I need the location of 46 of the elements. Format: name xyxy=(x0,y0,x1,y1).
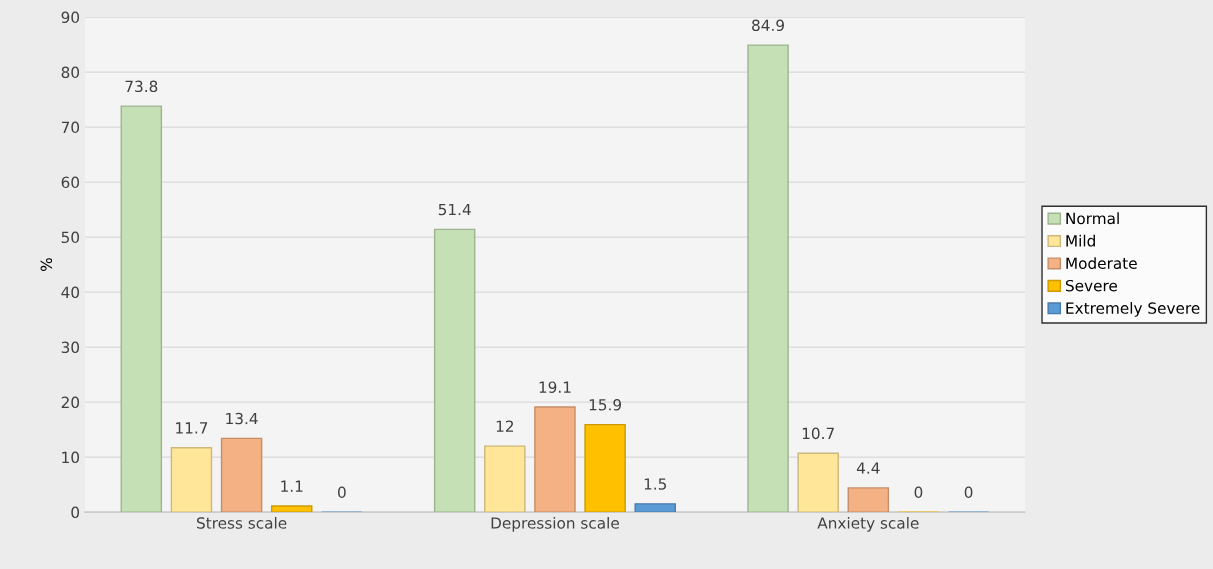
x-tick-label: Stress scale xyxy=(197,516,287,529)
data-label: 10.7 xyxy=(802,427,834,440)
y-tick-label: 50 xyxy=(61,231,80,244)
legend-label: Mild xyxy=(1066,234,1095,247)
y-tick-label: 20 xyxy=(61,396,80,409)
legend-label: Extremely Severe xyxy=(1066,302,1200,317)
data-label: 1.1 xyxy=(281,480,303,492)
data-label: 0 xyxy=(338,486,346,499)
y-tick-label: 80 xyxy=(61,66,80,79)
data-label: 19.1 xyxy=(539,381,571,393)
data-label: 0 xyxy=(914,486,923,499)
x-tick-label: Anxiety scale xyxy=(817,516,919,532)
legend-label: Normal xyxy=(1066,212,1119,225)
bar xyxy=(847,487,890,513)
y-tick-label: 60 xyxy=(61,176,80,189)
data-label: 51.4 xyxy=(438,203,471,216)
data-label: 13.4 xyxy=(226,412,258,425)
data-label: 11.7 xyxy=(176,422,208,434)
bar xyxy=(484,445,526,513)
bar xyxy=(120,105,163,513)
bar xyxy=(220,437,263,513)
y-tick-label: 40 xyxy=(61,286,80,299)
bar xyxy=(433,228,476,513)
data-label: 12 xyxy=(496,420,513,432)
data-label: 15.9 xyxy=(589,399,622,411)
data-label: 4.4 xyxy=(856,462,880,474)
bar xyxy=(797,452,839,513)
y-tick-label: 0 xyxy=(71,506,80,519)
bar xyxy=(534,406,576,513)
y-axis-title: % xyxy=(40,258,53,271)
y-tick-label: 30 xyxy=(61,341,80,354)
data-label: 84.9 xyxy=(752,19,784,32)
bar xyxy=(634,503,676,513)
data-label: 73.8 xyxy=(125,80,158,93)
legend-label: Moderate xyxy=(1066,257,1137,270)
bar xyxy=(747,44,789,513)
y-tick-label: 10 xyxy=(62,451,80,464)
bar xyxy=(170,447,213,513)
x-tick-label: Depression scale xyxy=(491,516,619,532)
y-tick-label: 70 xyxy=(61,121,80,134)
data-label: 1.5 xyxy=(644,478,667,490)
bar xyxy=(584,423,626,513)
y-tick-label: 90 xyxy=(61,11,80,24)
bar xyxy=(270,505,313,513)
data-label: 0 xyxy=(964,486,973,499)
legend-label: Severe xyxy=(1065,279,1117,292)
